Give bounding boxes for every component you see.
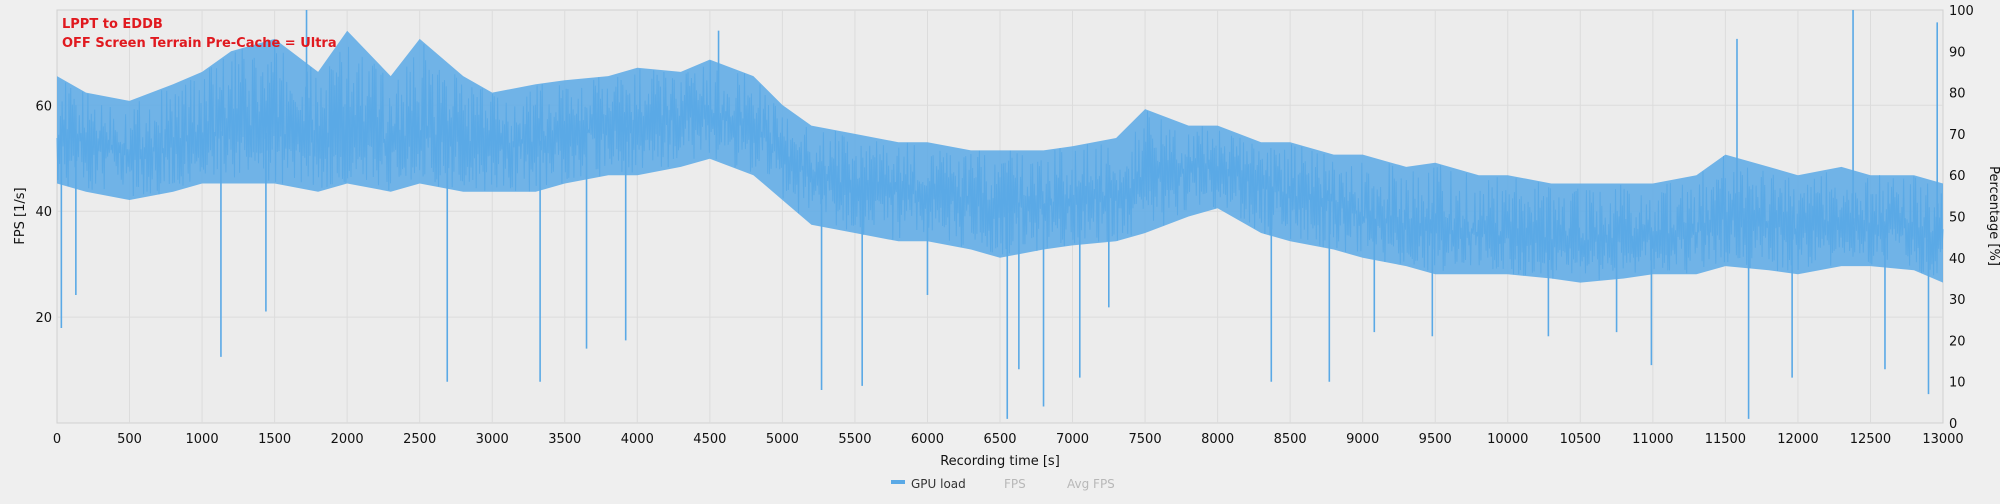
- x-tick-label: 12000: [1777, 432, 1818, 447]
- x-tick-label: 12500: [1850, 432, 1891, 447]
- legend-label-avg-fps[interactable]: Avg FPS: [1067, 477, 1115, 491]
- x-tick-label: 5000: [766, 432, 799, 447]
- x-tick-label: 3000: [476, 432, 509, 447]
- x-tick-label: 5500: [838, 432, 871, 447]
- x-tick-label: 9000: [1346, 432, 1379, 447]
- right-y-tick-label: 60: [1949, 169, 1966, 184]
- left-y-axis-title: FPS [1/s]: [13, 187, 28, 244]
- x-tick-label: 4500: [693, 432, 726, 447]
- x-tick-label: 6000: [911, 432, 944, 447]
- legend-label-fps[interactable]: FPS: [1004, 477, 1026, 491]
- x-tick-label: 1500: [258, 432, 291, 447]
- x-tick-label: 2500: [403, 432, 436, 447]
- right-y-tick-label: 90: [1949, 45, 1966, 60]
- right-y-axis-ticks: 0 10 20 30 40 50 60 70 80 90 100: [1949, 4, 1974, 432]
- x-tick-label: 13000: [1922, 432, 1963, 447]
- annotation-route: LPPT to EDDB: [62, 17, 163, 32]
- series-band-gpu-load: [57, 30, 1943, 283]
- annotation-setting: OFF Screen Terrain Pre-Cache = Ultra: [62, 36, 337, 51]
- x-tick-label: 1000: [186, 432, 219, 447]
- x-tick-label: 2000: [331, 432, 364, 447]
- x-tick-label: 7000: [1056, 432, 1089, 447]
- right-y-tick-label: 80: [1949, 87, 1966, 102]
- right-y-tick-label: 40: [1949, 252, 1966, 267]
- right-y-axis-title: Percentage [%]: [1986, 166, 2000, 266]
- x-axis-ticks: 0 500 1000 1500 2000 2500 3000 3500 4000 4500 5000…: [53, 432, 1964, 447]
- series-layer: [56, 10, 1944, 419]
- x-tick-label: 11000: [1632, 432, 1673, 447]
- right-y-tick-label: 50: [1949, 211, 1966, 226]
- right-y-tick-label: 20: [1949, 334, 1966, 349]
- x-tick-label: 4000: [621, 432, 654, 447]
- right-y-tick-label: 70: [1949, 128, 1966, 143]
- x-tick-label: 8000: [1201, 432, 1234, 447]
- right-y-tick-label: 0: [1949, 417, 1957, 432]
- x-tick-label: 9500: [1419, 432, 1452, 447]
- left-y-tick-label: 60: [35, 99, 52, 114]
- left-y-tick-label: 40: [35, 205, 52, 220]
- right-y-tick-label: 100: [1949, 4, 1974, 19]
- x-tick-label: 10500: [1560, 432, 1601, 447]
- left-y-tick-label: 20: [35, 311, 52, 326]
- legend-swatch-gpu-load[interactable]: [891, 480, 905, 484]
- legend: GPU load FPS Avg FPS: [891, 477, 1115, 491]
- x-tick-label: 3500: [548, 432, 581, 447]
- x-tick-label: 7500: [1129, 432, 1162, 447]
- x-tick-label: 0: [53, 432, 61, 447]
- x-tick-label: 8500: [1274, 432, 1307, 447]
- x-axis-title: Recording time [s]: [940, 454, 1060, 469]
- right-y-tick-label: 10: [1949, 376, 1966, 391]
- series-line-gpu-load: [56, 40, 1944, 281]
- x-tick-label: 6500: [983, 432, 1016, 447]
- x-tick-label: 500: [117, 432, 142, 447]
- x-tick-label: 11500: [1705, 432, 1746, 447]
- x-tick-label: 10000: [1487, 432, 1528, 447]
- legend-label-gpu-load[interactable]: GPU load: [911, 477, 966, 491]
- right-y-tick-label: 30: [1949, 293, 1966, 308]
- left-y-axis-ticks: 20 40 60: [35, 99, 52, 326]
